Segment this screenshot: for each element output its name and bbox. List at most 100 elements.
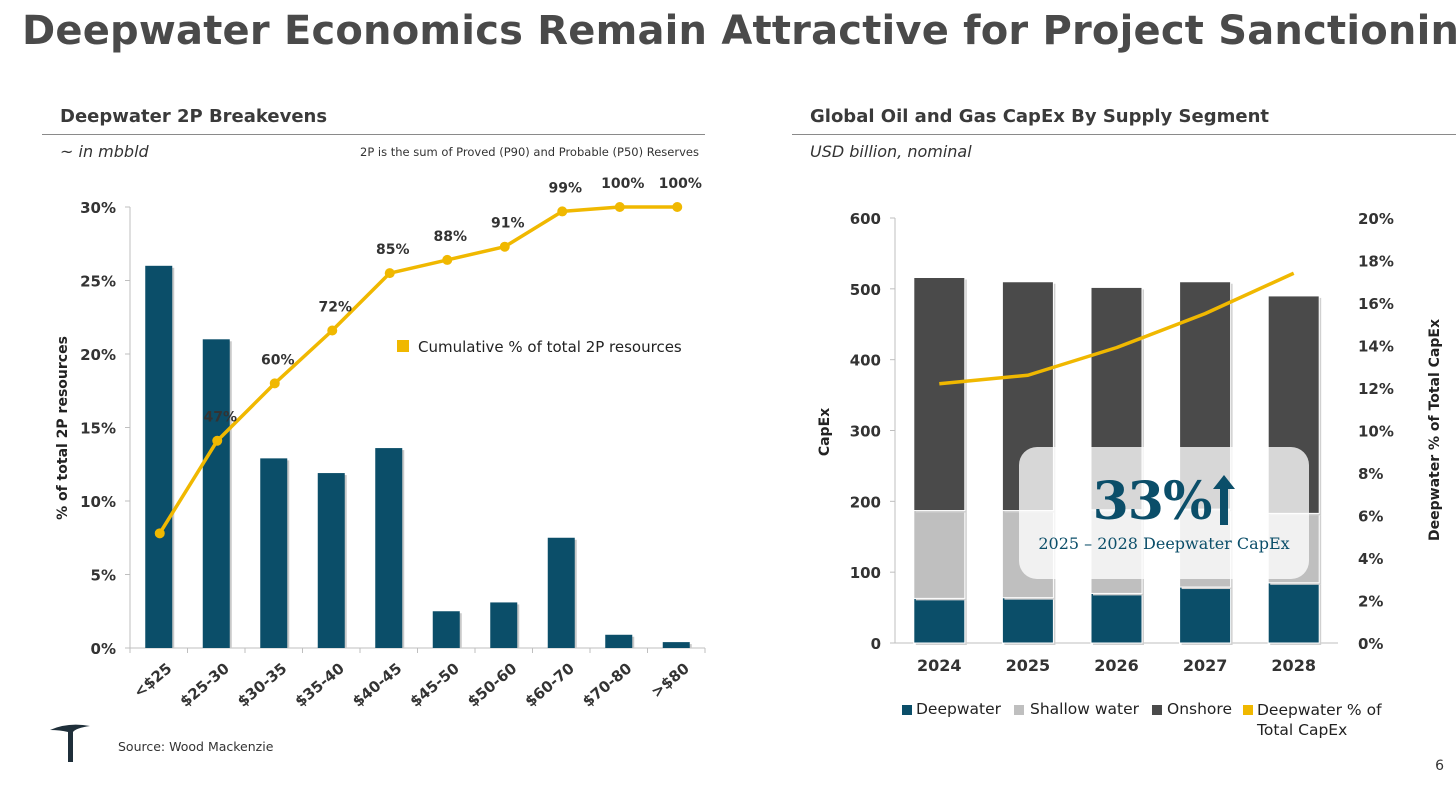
- bar: [605, 634, 633, 648]
- right-panel-divider: [792, 134, 1456, 135]
- y2-tick-label: 16%: [1358, 295, 1394, 313]
- bar: [432, 611, 460, 648]
- y-tick-label: 5%: [91, 567, 116, 585]
- legend-item-onshore: Onshore: [1152, 700, 1232, 718]
- y-tick-label: 10%: [80, 493, 116, 511]
- legend-item-deepwater-pct: Deepwater % of Total CapEx: [1243, 700, 1383, 740]
- legend-label: Deepwater: [916, 700, 1002, 718]
- y-tick-label: 600: [850, 210, 881, 228]
- callout-value: 33%: [1092, 471, 1213, 532]
- deepwater-pct-line: [939, 271, 1295, 386]
- x-tick-label: 2024: [917, 656, 962, 675]
- onshore-bar: [913, 277, 966, 512]
- bar: [260, 458, 288, 648]
- y-axis-label: % of total 2P resources: [55, 336, 71, 520]
- left-panel-subtitle: ~ in mbbld: [60, 142, 149, 161]
- y-tick-label: 0%: [91, 640, 116, 658]
- data-label: 100%: [659, 176, 702, 192]
- data-label: 88%: [433, 229, 467, 245]
- data-label: 100%: [601, 176, 644, 192]
- cumulative-point: [269, 378, 280, 389]
- data-label: 85%: [376, 242, 410, 258]
- x-tick-label: $45-50: [406, 659, 462, 710]
- data-label: 99%: [548, 180, 582, 196]
- deepwater-bar: [1090, 592, 1143, 644]
- legend-swatch: [1014, 705, 1024, 715]
- cumulative-point: [442, 254, 453, 265]
- x-tick-label: $25-30: [176, 659, 232, 710]
- data-label: 47%: [203, 410, 237, 426]
- cumulative-point: [327, 325, 338, 336]
- legend-label: Deepwater % of Total CapEx: [1257, 701, 1382, 739]
- y2-tick-label: 10%: [1358, 423, 1394, 441]
- deepwater-bar: [1267, 582, 1320, 644]
- y2-tick-label: 18%: [1358, 253, 1394, 271]
- x-tick-label: 2027: [1183, 656, 1228, 675]
- y-tick-label: 30%: [80, 199, 116, 217]
- cumulative-point: [212, 435, 223, 446]
- y2-tick-label: 8%: [1358, 465, 1383, 483]
- y-tick-label: 15%: [80, 420, 116, 438]
- legend-swatch: [1243, 705, 1253, 715]
- reserves-note: 2P is the sum of Proved (P90) and Probab…: [360, 145, 699, 159]
- x-tick-label: $50-60: [464, 659, 520, 710]
- x-tick-label: >$80: [648, 659, 693, 701]
- x-tick-label: 2025: [1006, 656, 1051, 675]
- data-label: 60%: [261, 352, 295, 368]
- legend-label: Shallow water: [1030, 700, 1140, 718]
- cumulative-point: [499, 241, 510, 252]
- x-tick-label: $30-35: [234, 659, 290, 710]
- left-panel-divider: [42, 134, 705, 135]
- y2-tick-label: 20%: [1358, 210, 1394, 228]
- y2-tick-label: 6%: [1358, 508, 1383, 526]
- bar: [317, 473, 345, 648]
- data-label: 91%: [491, 216, 525, 232]
- company-logo-icon: [46, 720, 96, 768]
- legend-item-deepwater: Deepwater: [902, 700, 1001, 718]
- callout-label: 2025 – 2028 Deepwater CapEx: [1038, 534, 1290, 553]
- y-tick-label: 300: [850, 423, 881, 441]
- page-title: Deepwater Economics Remain Attractive fo…: [22, 8, 1456, 54]
- cumulative-point: [384, 268, 395, 279]
- y-axis-label: CapEx: [817, 408, 833, 456]
- y-tick-label: 100: [850, 564, 881, 582]
- cumulative-point: [614, 202, 625, 212]
- cumulative-line: [158, 205, 678, 535]
- legend-swatch: [397, 340, 409, 352]
- cumulative-point: [557, 206, 568, 217]
- deepwater-bar: [913, 597, 966, 644]
- bar: [202, 339, 230, 648]
- x-tick-label: $40-45: [349, 659, 405, 710]
- deepwater-bar: [1001, 597, 1054, 644]
- right-panel-title: Global Oil and Gas CapEx By Supply Segme…: [810, 106, 1269, 127]
- cumulative-point: [672, 202, 683, 212]
- capex-chart: 0 100 200 300 400 500 600 0% 2% 4% 6% 8% 10% 12% 14% 16…: [817, 210, 1443, 675]
- legend-label: Onshore: [1167, 700, 1232, 718]
- legend-item-shallow-water: Shallow water: [1014, 700, 1139, 718]
- y2-tick-label: 14%: [1358, 338, 1394, 356]
- cumulative-point: [154, 528, 165, 539]
- legend-swatch: [1152, 705, 1162, 715]
- source-note: Source: Wood Mackenzie: [118, 739, 274, 754]
- y-tick-label: 400: [850, 352, 881, 370]
- breakeven-chart: 0% 5% 10% 15% 20% 25% 30% % of total 2P resourc…: [55, 176, 706, 711]
- y2-tick-label: 12%: [1358, 380, 1394, 398]
- deepwater-capex-callout: 33% 2025 – 2028 Deepwater CapEx: [1019, 447, 1309, 579]
- deepwater-bar: [1179, 586, 1232, 644]
- data-label: 72%: [318, 299, 352, 315]
- x-tick-label: 2026: [1094, 656, 1139, 675]
- x-tick-label: $60-70: [521, 659, 577, 710]
- bar: [662, 642, 690, 648]
- bar: [547, 537, 575, 648]
- y-tick-label: 200: [850, 493, 881, 511]
- y-tick-label: 25%: [80, 273, 116, 291]
- y-tick-label: 20%: [80, 346, 116, 364]
- legend-swatch: [902, 705, 912, 715]
- bar: [490, 602, 518, 648]
- page-number: 6: [1435, 758, 1444, 774]
- y2-tick-label: 0%: [1358, 635, 1383, 653]
- y-tick-label: 500: [850, 281, 881, 299]
- y2-tick-label: 2%: [1358, 593, 1383, 611]
- x-tick-label: 2028: [1271, 656, 1316, 675]
- x-tick-label: $35-40: [291, 659, 347, 710]
